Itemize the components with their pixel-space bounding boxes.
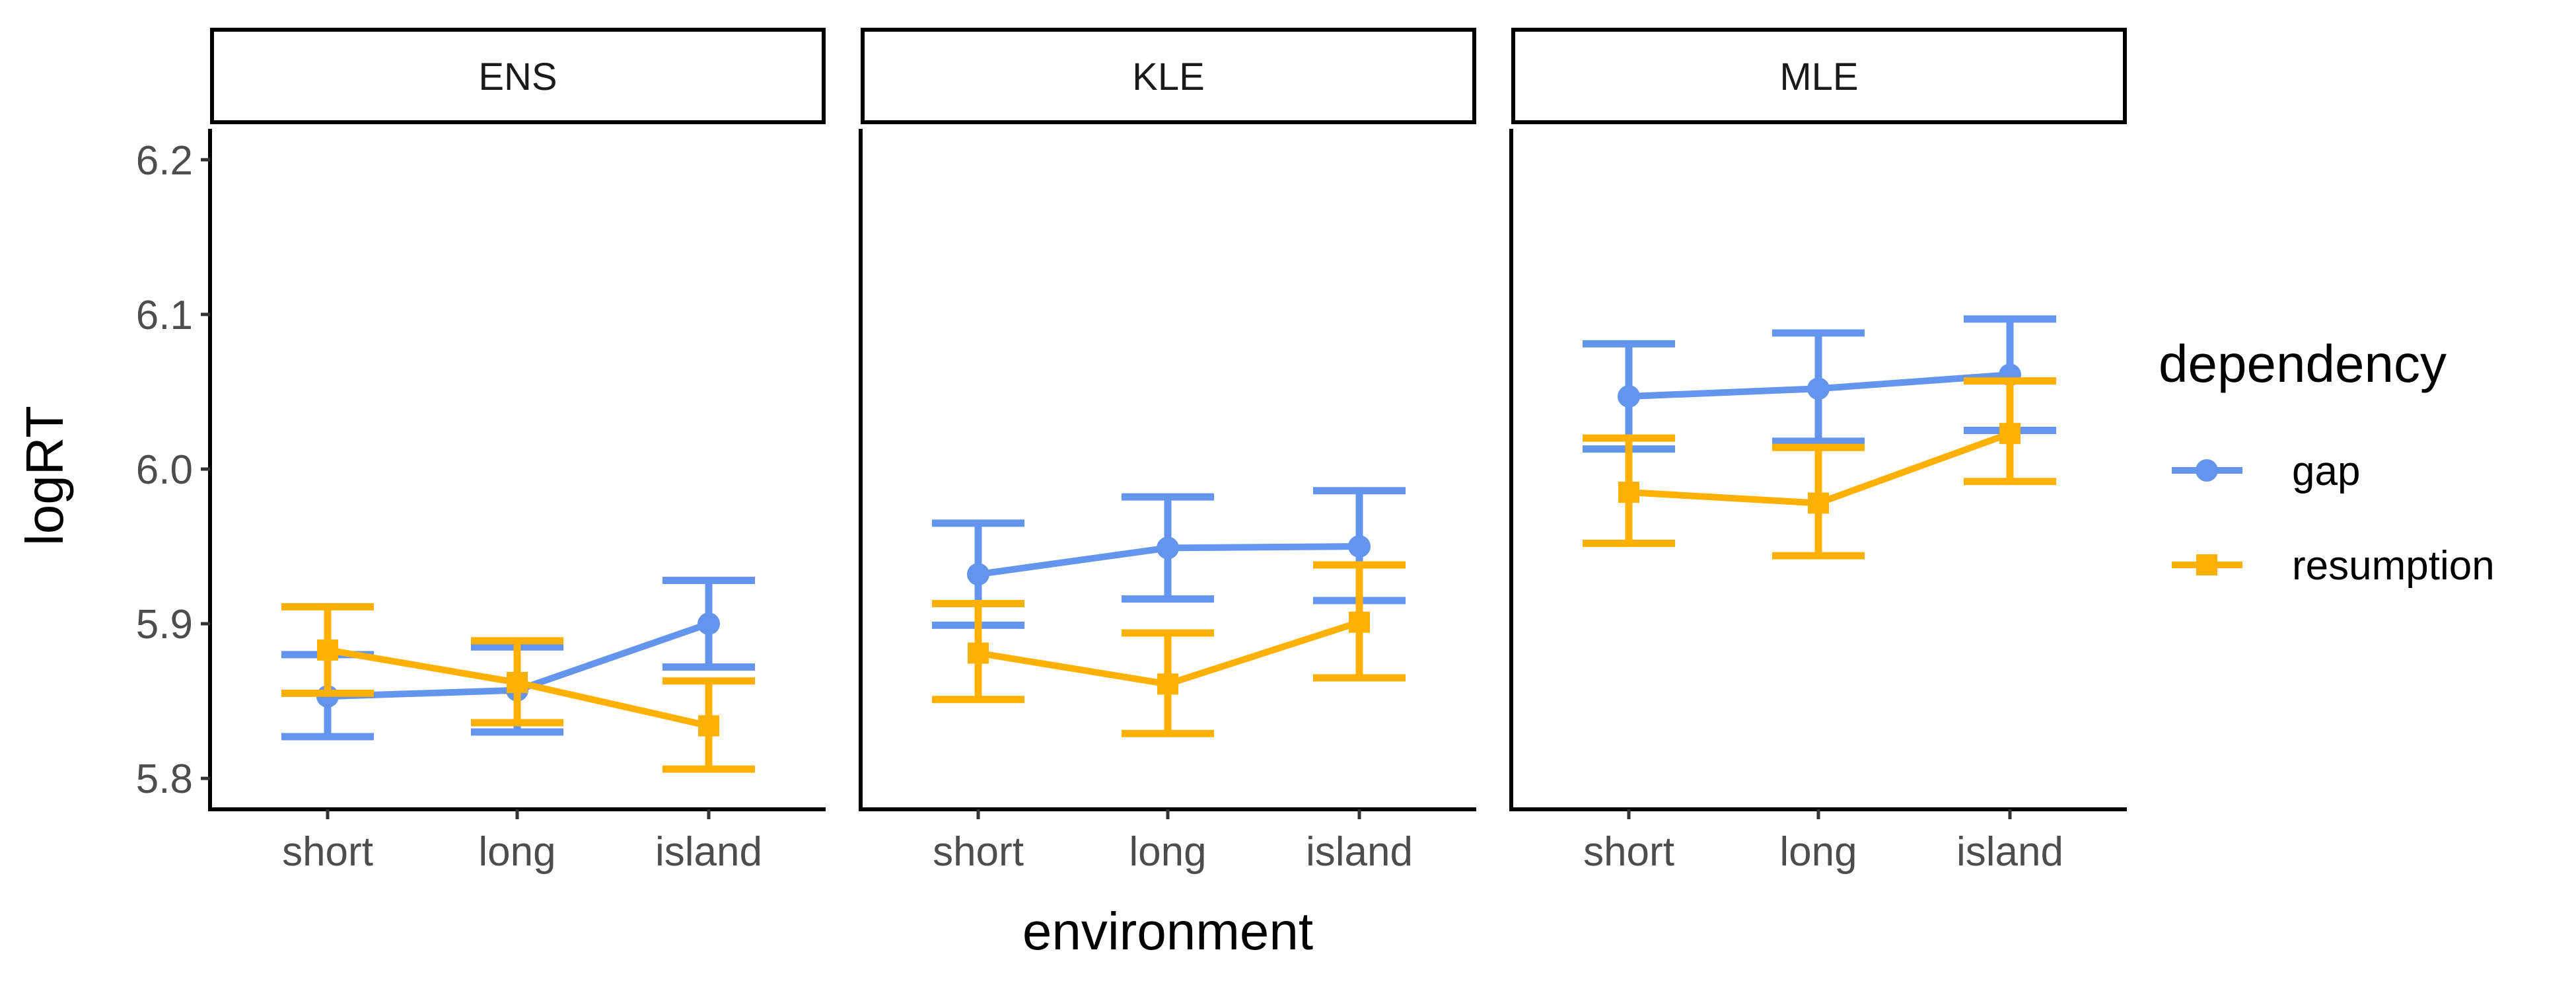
- x-axis-title: environment: [1022, 902, 1313, 961]
- x-tick-label: short: [1583, 829, 1674, 875]
- x-tick-label: short: [933, 829, 1024, 875]
- y-tick-label: 5.8: [136, 756, 193, 802]
- facet-panel-kle: KLE short long island: [859, 28, 1476, 875]
- data-point: [317, 639, 338, 661]
- legend-item-gap: gap: [2172, 449, 2360, 494]
- x-tick-label: long: [1779, 829, 1857, 875]
- y-tick-label: 6.2: [136, 138, 193, 184]
- x-tick-label: long: [478, 829, 555, 875]
- legend-label: resumption: [2292, 543, 2495, 589]
- data-point: [1618, 482, 1639, 503]
- facet-panel-mle: MLE short long island: [1509, 28, 2127, 875]
- data-point: [1807, 377, 1830, 400]
- facet-strip-label: KLE: [1132, 55, 1205, 98]
- series-resumption-ens: [281, 603, 755, 773]
- y-axis-title: logRT: [15, 406, 74, 546]
- x-tick-label: long: [1129, 829, 1206, 875]
- data-point: [1349, 611, 1370, 633]
- x-tick-label: island: [1956, 829, 2063, 875]
- x-tick-label: island: [655, 829, 762, 875]
- x-tick-label: island: [1306, 829, 1413, 875]
- y-axis: 5.8 5.9 6.0 6.1 6.2: [136, 138, 210, 802]
- facet-strip: [210, 28, 826, 124]
- legend-title: dependency: [2159, 334, 2447, 393]
- panels-layer: ENS short long island KLE short long island MLE s…: [208, 28, 2127, 875]
- facet-panel-ens: ENS short long island: [208, 28, 826, 875]
- x-tick-label: short: [282, 829, 373, 875]
- data-point: [698, 715, 719, 737]
- data-point: [698, 612, 720, 636]
- legend-key-marker: [2196, 554, 2217, 575]
- legend-key-marker: [2196, 459, 2218, 482]
- facet-strip: [861, 28, 1476, 124]
- legend: dependency gap resumption: [2159, 334, 2495, 589]
- legend-item-resumption: resumption: [2172, 543, 2495, 589]
- legend-items: gap resumption: [2172, 449, 2495, 589]
- data-point: [967, 563, 989, 586]
- data-point: [1618, 385, 1640, 408]
- data-point: [1999, 423, 2021, 445]
- series-resumption-mle: [1583, 377, 2056, 560]
- data-point: [1808, 492, 1829, 514]
- data-point: [968, 642, 989, 664]
- y-tick-label: 6.0: [136, 447, 193, 493]
- y-tick-label: 6.1: [136, 293, 193, 338]
- facet-strip-label: MLE: [1779, 55, 1858, 98]
- facet-strip: [1511, 28, 2127, 124]
- y-tick-label: 5.9: [136, 602, 193, 647]
- series-resumption-kle: [932, 561, 1406, 737]
- facet-strip-label: ENS: [478, 55, 557, 98]
- data-point: [1348, 535, 1371, 558]
- legend-label: gap: [2292, 449, 2360, 494]
- data-point: [1157, 673, 1178, 695]
- data-point: [1157, 536, 1179, 560]
- data-point: [507, 672, 528, 694]
